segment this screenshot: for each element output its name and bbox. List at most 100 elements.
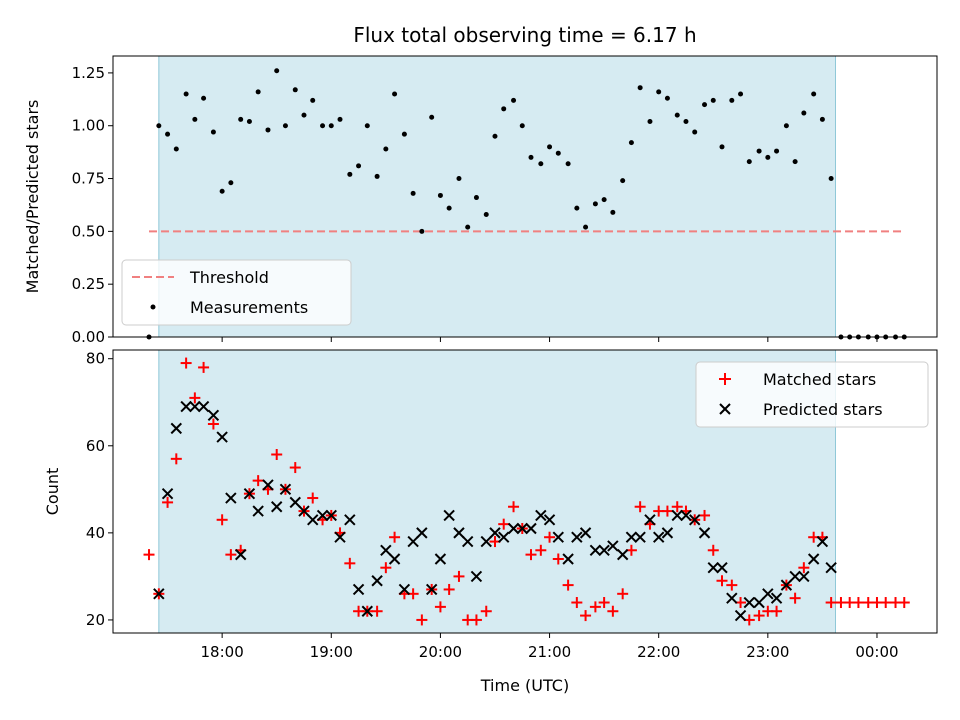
measurement-point [429, 114, 435, 120]
predicted-star-point [707, 561, 719, 574]
measurement-point [756, 148, 762, 154]
legend-measurements-label: Measurements [190, 298, 308, 317]
matched-star-point [453, 570, 465, 582]
predicted-star-point [770, 592, 783, 604]
predicted-star-point [607, 540, 619, 552]
ratio-ylabel: Matched/Predicted stars [23, 100, 42, 294]
y-tick-label: 60 [86, 437, 105, 455]
predicted-star-point [334, 531, 346, 543]
measurement-point [656, 89, 662, 95]
measurement-point [456, 176, 462, 182]
matched-star-point [580, 610, 592, 622]
measurement-point [410, 190, 416, 196]
matched-star-point [307, 492, 319, 504]
y-tick-label: 40 [86, 524, 105, 542]
predicted-star-point [698, 527, 711, 539]
measurement-point [483, 211, 489, 217]
measurement-point [746, 159, 752, 165]
predicted-star-point [571, 531, 583, 543]
x-tick-label: 21:00 [528, 643, 571, 661]
x-tick-label: 23:00 [746, 643, 789, 661]
predicted-star-point [443, 509, 455, 522]
measurement-point [511, 97, 517, 103]
predicted-star-point [234, 548, 247, 561]
predicted-star-point [525, 522, 537, 535]
matched-star-point [434, 601, 446, 613]
legend-matched-label: Matched stars [763, 370, 876, 389]
predicted-star-point [825, 561, 837, 574]
legend-measurements-swatch [150, 304, 156, 310]
matched-star-point [443, 583, 455, 595]
predicted-star-point [671, 509, 683, 522]
predicted-star-point [798, 570, 810, 583]
ratio-panel: 0.00 0.25 0.50 0.75 1.00 1.25 Matched/Predict… [23, 55, 938, 346]
predicted-star-point [743, 596, 755, 609]
measurement-point [437, 192, 443, 198]
matched-star-point [470, 614, 482, 626]
matched-star-point [216, 514, 228, 526]
y-tick-label: 80 [86, 350, 105, 368]
matched-star-point [180, 357, 192, 369]
predicted-star-point [516, 522, 528, 535]
measurement-point [592, 201, 598, 207]
matched-star-point [544, 531, 556, 543]
matched-star-point [771, 605, 783, 617]
measurement-point [419, 228, 425, 234]
matched-star-point [634, 501, 646, 513]
measurement-point [356, 163, 362, 169]
predicted-star-point [398, 583, 411, 596]
legend-predicted-swatch [719, 403, 731, 415]
matched-star-point [607, 605, 619, 617]
measurement-point [664, 95, 670, 101]
measurement-point [219, 188, 225, 194]
measurement-point [628, 140, 634, 146]
count-legend: Matched stars Predicted stars [695, 361, 929, 428]
measurement-point [819, 116, 825, 122]
x-tick-label: 00:00 [855, 643, 898, 661]
matched-star-point [143, 549, 155, 561]
predicted-star-point [734, 609, 747, 622]
x-axis-label: Time (UTC) [480, 676, 569, 695]
predicted-star-point [207, 409, 220, 422]
measurement-point [328, 123, 334, 129]
measurement-point [783, 123, 789, 129]
measurements-series [146, 68, 907, 340]
matched-star-point [571, 597, 583, 609]
measurement-point [719, 144, 725, 150]
predicted-star-point [562, 553, 574, 565]
matched-star-point [598, 597, 610, 609]
predicted-star-point [726, 592, 738, 604]
measurement-point [201, 95, 207, 101]
predicted-star-point [579, 527, 592, 539]
matched-star-point [535, 544, 547, 556]
predicted-star-point [644, 514, 656, 526]
measurement-point [173, 146, 179, 152]
matched-star-point [389, 531, 401, 543]
matched-star-point [707, 544, 719, 556]
measurement-point [601, 197, 607, 203]
measurement-point [465, 224, 471, 230]
predicted-star-point [625, 531, 638, 543]
measurement-point [383, 146, 389, 152]
y-tick-label: 0.50 [72, 222, 105, 240]
predicted-star-point [780, 579, 793, 591]
predicted-star-point [298, 505, 310, 517]
predicted-star-point [161, 487, 174, 500]
matched-star-point [207, 418, 219, 430]
matched-star-point [699, 509, 711, 521]
measurement-point [565, 161, 571, 167]
measurement-point [738, 91, 744, 97]
y-tick-label: 0.25 [72, 275, 105, 293]
predicted-star-point [425, 583, 438, 596]
measurement-point [637, 85, 643, 91]
measurement-point [446, 205, 452, 211]
predicted-star-point [598, 544, 610, 556]
measurement-point [282, 123, 288, 129]
measurement-point [702, 102, 708, 108]
predicted-star-point [271, 501, 283, 513]
measurement-point [228, 180, 234, 186]
matched-star-point [562, 579, 574, 591]
x-tick-label: 18:00 [201, 643, 244, 661]
y-tick-label: 0.00 [72, 328, 105, 346]
predicted-star-point [434, 553, 447, 565]
